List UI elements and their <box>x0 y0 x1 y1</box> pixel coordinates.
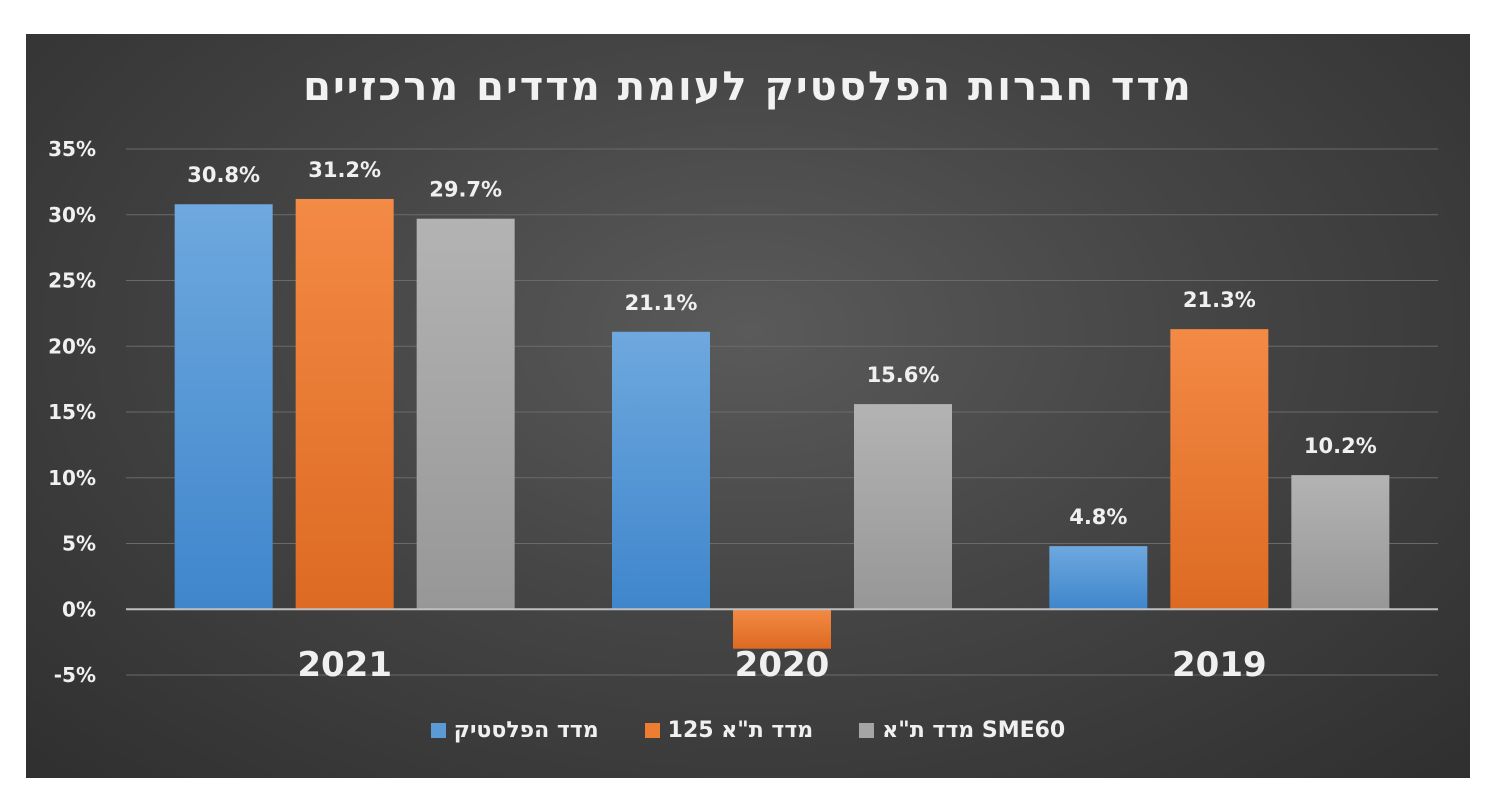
y-tick-label: 0% <box>62 597 96 621</box>
chart-plot: -5% 0% 5% 10% 15% 20% 25% 30% 35% 30.8% 31.2% 29.7… <box>48 137 1438 687</box>
bar-2020-series-0 <box>612 331 710 610</box>
y-tick-label: 20% <box>48 334 96 358</box>
bar-2021-series-1 <box>295 198 394 610</box>
bar-2019-series-0 <box>1049 546 1148 610</box>
bar-2019-series-1 <box>1170 329 1269 610</box>
category-label-2020: 2020 <box>735 645 830 685</box>
legend-item-ta125: מדד ת"א 125 <box>644 718 814 743</box>
data-label: 21.3% <box>1183 288 1256 312</box>
data-label: 29.7% <box>429 178 502 202</box>
legend-label-plastic: מדד הפלסטיק <box>453 718 599 743</box>
data-label: 4.8% <box>1069 505 1127 529</box>
chart-title: מדד חברות הפלסטיק לעומת מדדים מרכזיים <box>303 64 1193 110</box>
bar-2021-series-2 <box>416 218 515 610</box>
bar-2020-series-2 <box>854 404 952 610</box>
bars <box>174 198 1390 649</box>
legend-swatch-sme60 <box>859 723 875 738</box>
y-tick-label: 15% <box>48 400 96 424</box>
y-tick-label: 5% <box>62 532 96 556</box>
category-label-2021: 2021 <box>297 645 392 685</box>
y-tick-label: 30% <box>48 203 96 227</box>
y-tick-label: 35% <box>48 137 96 161</box>
y-tick-label: 10% <box>48 466 96 490</box>
legend-label-sme60: מדד ת"א SME60 <box>882 718 1066 743</box>
legend-item-plastic: מדד הפלסטיק <box>430 718 599 743</box>
data-label: 31.2% <box>308 158 381 182</box>
category-label-2019: 2019 <box>1172 645 1267 685</box>
y-tick-label: -5% <box>54 663 96 687</box>
data-label: 30.8% <box>187 163 260 187</box>
y-axis: -5% 0% 5% 10% 15% 20% 25% 30% 35% <box>48 137 96 687</box>
legend-swatch-ta125 <box>644 723 660 738</box>
bar-2019-series-2 <box>1291 475 1390 610</box>
data-label: 21.1% <box>625 291 698 315</box>
data-labels: 30.8% 31.2% 29.7% 21.1% 15.6% 4.8% 21.3% 10.2% <box>187 158 1377 529</box>
y-tick-label: 25% <box>48 269 96 293</box>
data-label: 10.2% <box>1304 434 1377 458</box>
legend-item-sme60: מדד ת"א SME60 <box>859 718 1065 743</box>
bar-2021-series-0 <box>174 204 273 610</box>
legend-label-ta125: מדד ת"א 125 <box>667 718 814 743</box>
legend: מדד הפלסטיק מדד ת"א 125 מדד ת"א SME60 <box>26 718 1470 743</box>
data-label: 15.6% <box>867 363 940 387</box>
chart-frame: מדד חברות הפלסטיק לעומת מדדים מרכזיים -5… <box>26 34 1470 778</box>
x-axis-categories: 2021 2020 2019 <box>297 645 1266 685</box>
bar-2020-series-1 <box>733 609 831 649</box>
legend-swatch-plastic <box>430 723 446 738</box>
